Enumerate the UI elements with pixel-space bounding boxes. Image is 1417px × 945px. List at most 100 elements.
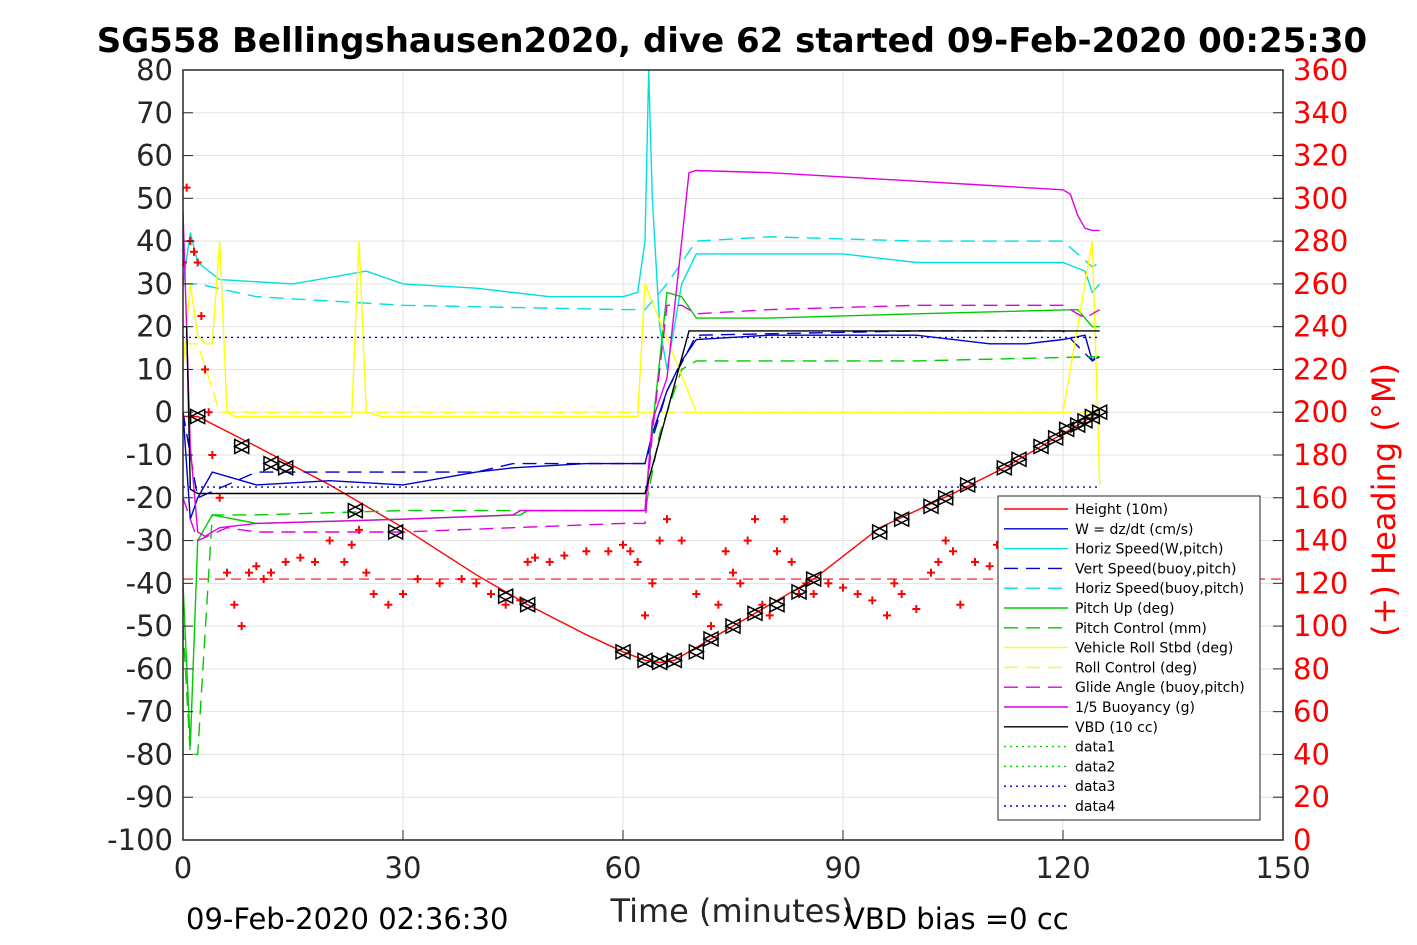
heading-point: [384, 600, 393, 609]
triangle-marker: [687, 643, 706, 660]
y-right-tick-label: 300: [1293, 181, 1348, 215]
heading-point: [560, 551, 569, 560]
heading-point: [183, 258, 187, 267]
heading-point: [839, 583, 847, 592]
series-line-4: [183, 236, 1101, 311]
heading-point: [787, 557, 796, 566]
y-tick-label: -30: [126, 524, 173, 558]
heading-point: [340, 557, 349, 566]
heading-point: [472, 579, 481, 588]
triangle-marker: [995, 459, 1014, 477]
series-line-9: [183, 304, 1101, 542]
legend-label: Horiz Speed(W,pitch): [1075, 542, 1223, 558]
heading-point: [355, 525, 363, 534]
heading-point: [809, 590, 818, 599]
series-line-0: [183, 411, 1101, 664]
heading-point: [296, 553, 305, 562]
heading-point: [281, 557, 290, 566]
triangle-marker: [746, 605, 764, 622]
heading-point: [743, 536, 752, 545]
heading-point: [457, 575, 466, 584]
y-right-tick-label: 0: [1293, 823, 1311, 857]
heading-point: [897, 590, 906, 599]
y-axis-left: -100-90-80-70-60-50-40-30-20-10010203040…: [107, 53, 193, 857]
heading-point: [648, 579, 657, 588]
y-right-tick-label: 160: [1293, 481, 1348, 515]
x-tick-label: 60: [605, 851, 642, 885]
y-right-tick-label: 40: [1293, 737, 1330, 771]
y-right-tick-label: 80: [1293, 652, 1330, 686]
triangle-marker: [804, 570, 823, 588]
triangle-marker: [518, 596, 537, 613]
legend-label: Pitch Control (mm): [1075, 621, 1207, 637]
vbd-bias-text: VBD bias =0 cc: [845, 902, 1069, 936]
heading-point: [714, 600, 723, 609]
heading-point: [927, 568, 935, 577]
y-tick-label: -100: [107, 823, 173, 857]
y-right-tick-label: 20: [1293, 780, 1330, 814]
y-right-tick-label: 180: [1293, 438, 1348, 472]
y-tick-label: -90: [126, 780, 173, 814]
triangle-marker: [1010, 451, 1028, 468]
legend: Height (10m) W = dz/dt (cm/s) Horiz Speed(…: [997, 495, 1261, 821]
plot-area: [183, 70, 1283, 756]
heading-point: [230, 600, 239, 609]
legend-label: data1: [1075, 740, 1115, 756]
heading-point: [545, 557, 554, 566]
heading-point: [223, 568, 231, 577]
triangle-marker: [702, 630, 720, 648]
heading-point: [347, 540, 356, 549]
triangle-marker: [1057, 421, 1076, 438]
y-right-tick-label: 360: [1293, 53, 1348, 87]
heading-point: [399, 590, 407, 599]
y-tick-label: -40: [126, 566, 173, 600]
heading-point: [736, 579, 745, 588]
y-axis-right-label: (+) Heading (°M): [1365, 363, 1403, 637]
y-tick-label: 0: [155, 395, 173, 429]
y-tick-label: 70: [136, 96, 173, 130]
heading-point: [883, 611, 891, 620]
y-tick-label: 50: [136, 181, 173, 215]
heading-point: [413, 575, 422, 584]
legend-label: Height (10m): [1075, 502, 1168, 518]
triangle-marker: [958, 476, 977, 494]
heading-point: [890, 579, 899, 588]
heading-point: [531, 553, 539, 562]
heading-point: [362, 568, 371, 577]
x-tick-label: 0: [174, 851, 192, 885]
y-axis-right: 0 20 40 60 80 100 120 140 160 180 200 220 240 260 280 3…: [1273, 53, 1348, 857]
legend-label: Roll Control (deg): [1075, 660, 1197, 676]
heading-point: [311, 557, 319, 566]
y-tick-label: 80: [136, 53, 173, 87]
series-line-11: [183, 326, 1100, 495]
y-right-tick-label: 320: [1293, 139, 1348, 173]
y-tick-label: -20: [126, 481, 173, 515]
heading-point: [824, 579, 833, 588]
heading-point: [208, 451, 217, 459]
heading-point: [245, 568, 253, 577]
triangle-marker: [1032, 438, 1050, 455]
legend-label: Pitch Up (deg): [1075, 601, 1174, 617]
y-tick-label: -10: [126, 438, 173, 472]
heading-point: [956, 600, 965, 609]
legend-label: Horiz Speed(buoy,pitch): [1075, 581, 1244, 597]
heading-point: [215, 493, 224, 502]
y-tick-label: 30: [136, 267, 173, 301]
y-right-tick-label: 60: [1293, 695, 1330, 729]
heading-point: [523, 557, 532, 566]
heading-point: [985, 562, 994, 571]
legend-label: data2: [1075, 759, 1115, 775]
heading-point: [751, 515, 759, 524]
heading-point: [765, 611, 774, 620]
heading-point: [663, 515, 671, 524]
heading-point: [949, 547, 957, 556]
heading-point: [252, 562, 261, 571]
legend-label: VBD (10 cc): [1075, 720, 1158, 736]
y-right-tick-label: 200: [1293, 395, 1348, 429]
heading-point: [868, 596, 877, 605]
x-axis: 0 30 60 90 120 150: [174, 830, 1311, 885]
heading-point: [633, 557, 642, 566]
triangle-marker: [1090, 404, 1109, 421]
heading-point: [190, 247, 198, 256]
